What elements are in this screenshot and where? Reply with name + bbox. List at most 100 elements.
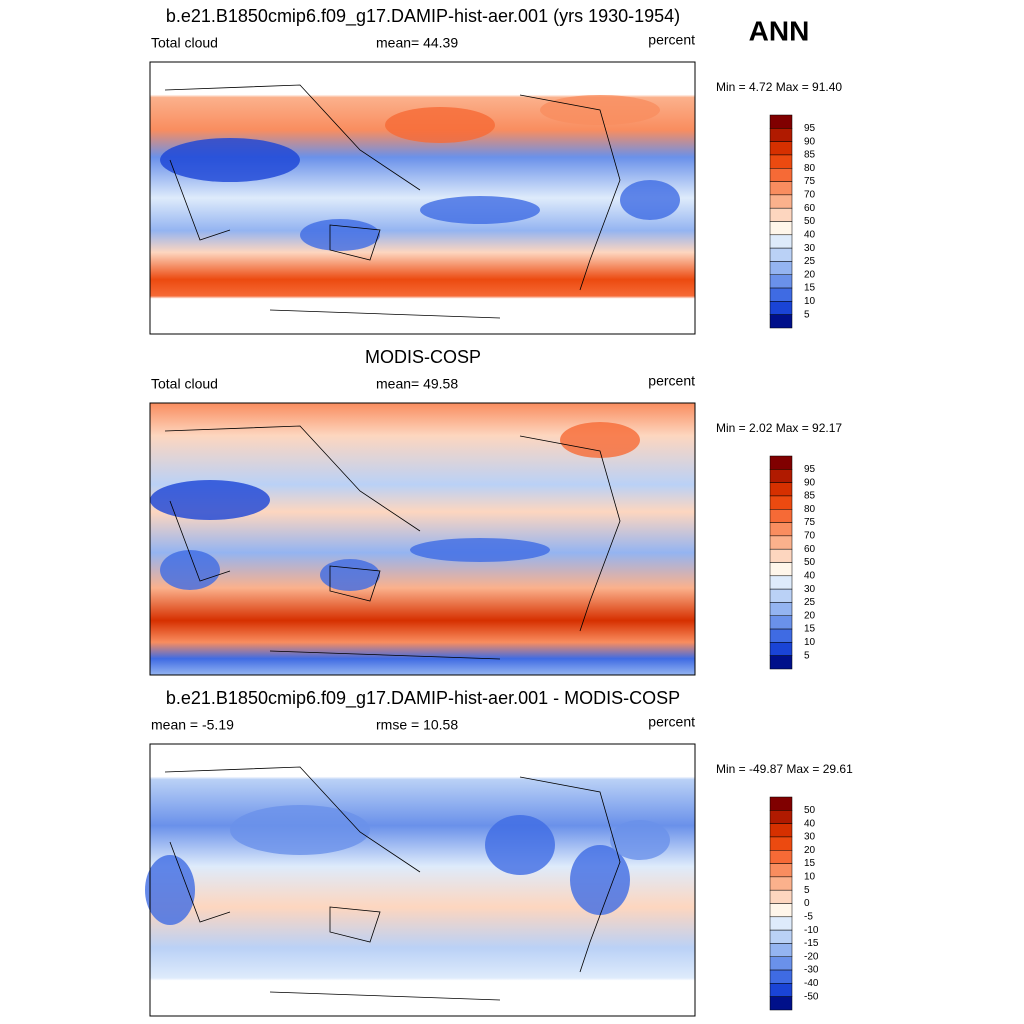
- colorbar-box: [769, 889, 793, 904]
- colorbar-label: 10: [804, 872, 816, 883]
- colorbar-label: -20: [804, 951, 819, 962]
- colorbar-label: 5: [804, 650, 810, 661]
- coastline: [164, 425, 621, 660]
- colorbar-box: [769, 823, 793, 838]
- colorbar-box: [769, 168, 793, 182]
- colorbar-box: [769, 863, 793, 878]
- units-label: percent: [648, 32, 695, 48]
- colorbar-box: [769, 482, 793, 497]
- center-label: mean= 49.58: [376, 376, 458, 392]
- panel-title: b.e21.B1850cmip6.f09_g17.DAMIP-hist-aer.…: [166, 688, 680, 709]
- map-feature: [620, 180, 680, 220]
- panel: b.e21.B1850cmip6.f09_g17.DAMIP-hist-aer.…: [145, 688, 853, 1017]
- colorbar-label: 60: [804, 203, 816, 214]
- colorbar-label: 10: [804, 296, 816, 307]
- map-feature: [385, 107, 495, 143]
- map-feature: [300, 219, 380, 251]
- map-frame: [149, 61, 696, 335]
- map-feature: [610, 820, 670, 860]
- colorbar-label: 0: [804, 898, 810, 909]
- min-max-label: Min = -49.87 Max = 29.61: [716, 762, 853, 776]
- map-feature: [485, 815, 555, 875]
- colorbar-label: 20: [804, 269, 816, 280]
- map-feature: [150, 480, 270, 520]
- panel: MODIS-COSP Total cloud mean= 49.58 percent M…: [149, 347, 842, 676]
- colorbar-box: [769, 495, 793, 510]
- center-label: rmse = 10.58: [376, 717, 458, 733]
- colorbar-box: [769, 796, 793, 811]
- colorbar-label: 40: [804, 818, 816, 829]
- colorbar-label: 75: [804, 517, 816, 528]
- colorbar-label: -10: [804, 925, 819, 936]
- colorbar-box: [769, 154, 793, 169]
- colorbar-box: [769, 615, 793, 630]
- colorbar-label: 5: [804, 885, 810, 896]
- colorbar-box: [769, 628, 793, 643]
- colorbar-label: 10: [804, 637, 816, 648]
- colorbar-box: [769, 194, 793, 209]
- colorbar-box: [769, 943, 793, 957]
- colorbar-box: [769, 207, 793, 222]
- colorbar-box: [769, 836, 793, 851]
- colorbar-box: [769, 234, 793, 249]
- colorbar-label: 15: [804, 624, 816, 635]
- colorbar-box: [769, 114, 793, 129]
- colorbar-label: 50: [804, 557, 816, 568]
- map-feature: [145, 855, 195, 925]
- colorbar-label: 80: [804, 163, 816, 174]
- colorbar-label: 70: [804, 531, 816, 542]
- colorbar-box: [769, 261, 793, 275]
- coastline: [164, 84, 621, 319]
- map-feature: [320, 559, 380, 591]
- map-feature: [560, 422, 640, 458]
- colorbar-label: 60: [804, 544, 816, 555]
- left-label: Total cloud: [151, 376, 218, 392]
- coastline: [164, 766, 621, 1001]
- colorbar-label: 40: [804, 229, 816, 240]
- colorbar-box: [769, 181, 793, 196]
- colorbar-label: 15: [804, 283, 816, 294]
- colorbar-label: 20: [804, 845, 816, 856]
- map-feature: [160, 138, 300, 182]
- colorbar-box: [769, 655, 793, 670]
- colorbar-label: 70: [804, 190, 816, 201]
- center-label: mean= 44.39: [376, 35, 458, 51]
- left-label: Total cloud: [151, 35, 218, 51]
- map-feature: [230, 805, 370, 855]
- colorbar-label: -30: [804, 965, 819, 976]
- colorbar-box: [769, 916, 793, 931]
- colorbar-box: [769, 903, 793, 918]
- colorbar-box: [769, 588, 793, 603]
- min-max-label: Min = 4.72 Max = 91.40: [716, 80, 842, 94]
- colorbar-box: [769, 562, 793, 577]
- units-label: percent: [648, 714, 695, 730]
- colorbar-box: [769, 983, 793, 997]
- colorbar-box: [769, 548, 793, 563]
- colorbar-box: [769, 522, 793, 537]
- colorbar-label: 85: [804, 150, 816, 161]
- colorbar-box: [769, 128, 793, 142]
- colorbar-box: [769, 141, 793, 156]
- colorbar-label: 30: [804, 832, 816, 843]
- colorbar-label: 80: [804, 504, 816, 515]
- colorbar-box: [769, 996, 793, 1011]
- colorbar-label: 50: [804, 805, 816, 816]
- colorbar-label: -15: [804, 938, 819, 949]
- colorbar-box: [769, 602, 793, 616]
- colorbar-label: 25: [804, 597, 816, 608]
- colorbar-box: [769, 455, 793, 470]
- colorbar-box: [769, 956, 793, 971]
- colorbar-box: [769, 850, 793, 864]
- colorbar-box: [769, 929, 793, 944]
- left-label: mean = -5.19: [151, 717, 234, 733]
- map-feature: [160, 550, 220, 590]
- colorbar-box: [769, 287, 793, 302]
- colorbar-label: 50: [804, 216, 816, 227]
- colorbar-label: 90: [804, 477, 816, 488]
- colorbar-box: [769, 876, 793, 891]
- map-frame: [149, 743, 696, 1017]
- map-frame: [149, 402, 696, 676]
- colorbar-label: 20: [804, 610, 816, 621]
- colorbar-box: [769, 969, 793, 984]
